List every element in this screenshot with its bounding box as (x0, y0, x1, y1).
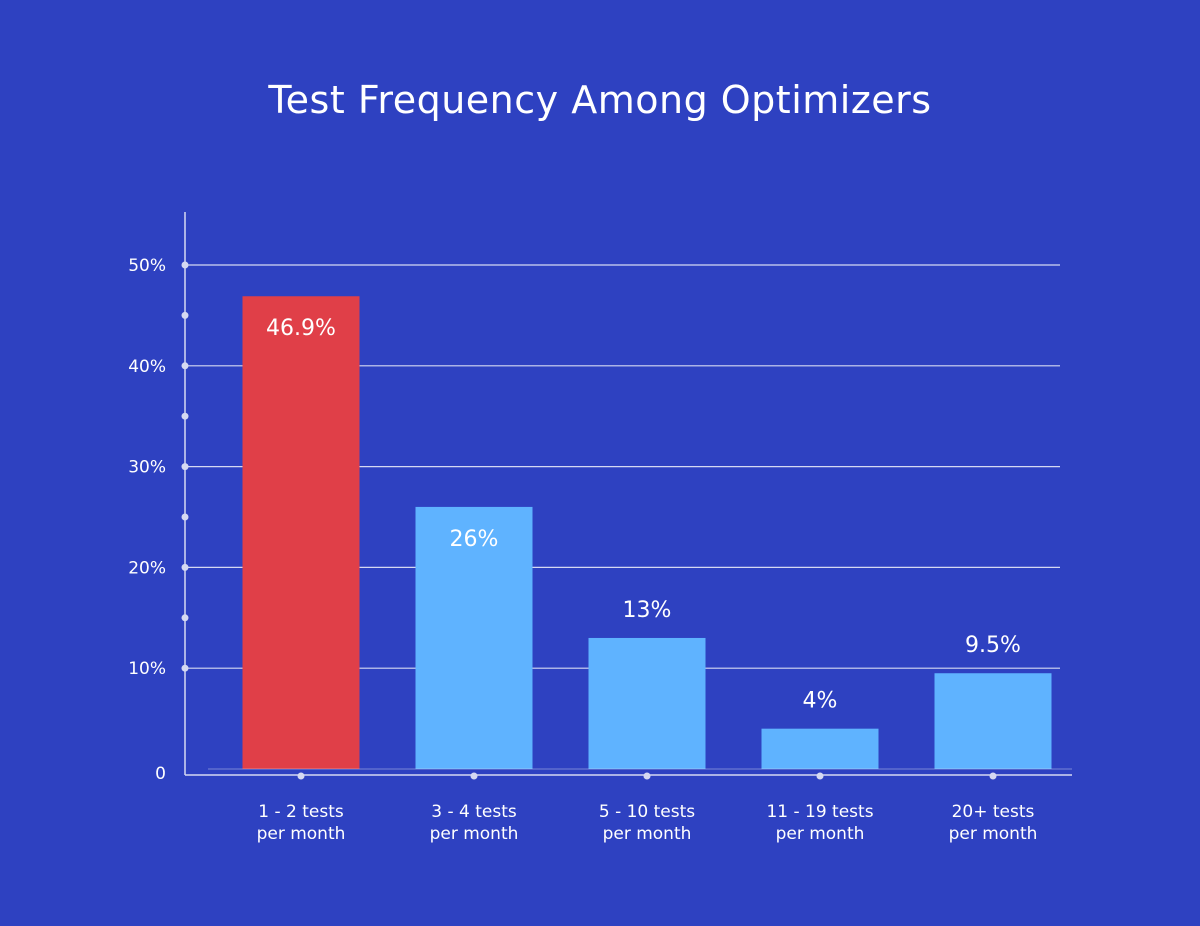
bar (415, 506, 533, 769)
data-label: 4% (803, 689, 838, 714)
xtick-label: per month (949, 824, 1038, 844)
xtick-label: 1 - 2 tests (258, 802, 344, 822)
xtick-dot (816, 772, 824, 780)
xtick-label: 5 - 10 tests (599, 802, 695, 822)
ytick-label: 30% (128, 458, 166, 478)
data-label: 9.5% (965, 633, 1021, 658)
bar (242, 296, 360, 769)
xtick-label: per month (603, 824, 692, 844)
data-label: 46.9% (266, 316, 336, 341)
xtick-label: per month (257, 824, 346, 844)
ytick-label: 40% (128, 357, 166, 377)
xtick-label: 11 - 19 tests (766, 802, 873, 822)
xtick-label: 3 - 4 tests (431, 802, 517, 822)
ytick-label: 50% (128, 256, 166, 276)
xtick-dot (989, 772, 997, 780)
xtick-label: per month (776, 824, 865, 844)
bar (588, 637, 706, 769)
xtick-dot (470, 772, 478, 780)
bar (761, 728, 879, 769)
ytick-label: 20% (128, 558, 166, 578)
xtick-label: 20+ tests (952, 802, 1035, 822)
xtick-dot (297, 772, 305, 780)
ytick-label: 0 (155, 764, 166, 784)
data-label: 26% (450, 527, 499, 552)
xtick-label: per month (430, 824, 519, 844)
chart-title: Test Frequency Among Optimizers (268, 78, 932, 122)
ytick-label: 10% (128, 659, 166, 679)
data-label: 13% (623, 598, 672, 623)
bar (934, 673, 1052, 769)
xtick-dot (643, 772, 651, 780)
